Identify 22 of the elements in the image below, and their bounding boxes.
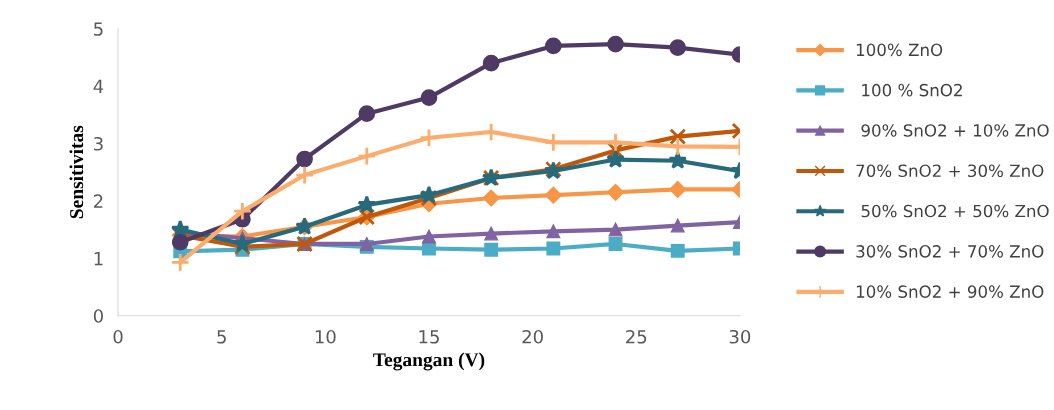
legend-label: 10% SnO2 + 90% ZnO [856, 285, 1044, 298]
legend-label: 100% ZnO [856, 43, 943, 57]
legend-label: 50% SnO2 + 50% ZnO [861, 204, 1049, 218]
x-tick-label: 0 [113, 329, 123, 344]
legend-label: 90% SnO2 + 10% ZnO [861, 124, 1049, 137]
x-tick-label: 25 [626, 329, 647, 344]
y-tick-label: 5 [94, 22, 103, 36]
legend-label: 30% SnO2 + 70% ZnO [856, 245, 1044, 258]
x-tick-label: 5 [217, 330, 226, 344]
y-tick-label: 4 [93, 79, 104, 93]
y-tick-label: 3 [94, 136, 103, 151]
legend-label: 100 % SnO2 [862, 83, 962, 97]
x-tick-label: 20 [522, 329, 543, 344]
y-tick-label: 2 [93, 194, 103, 208]
x-axis-title: Tegangan (V) [373, 352, 485, 371]
y-axis-title: Sensitivitas [69, 125, 84, 219]
legend-label: 70% SnO2 + 30% ZnO [856, 164, 1044, 178]
x-tick-label: 15 [419, 330, 439, 344]
x-tick-label: 30 [729, 329, 751, 344]
x-tick-label: 10 [315, 329, 336, 344]
y-tick-label: 0 [93, 309, 103, 323]
y-tick-label: 1 [94, 252, 103, 266]
